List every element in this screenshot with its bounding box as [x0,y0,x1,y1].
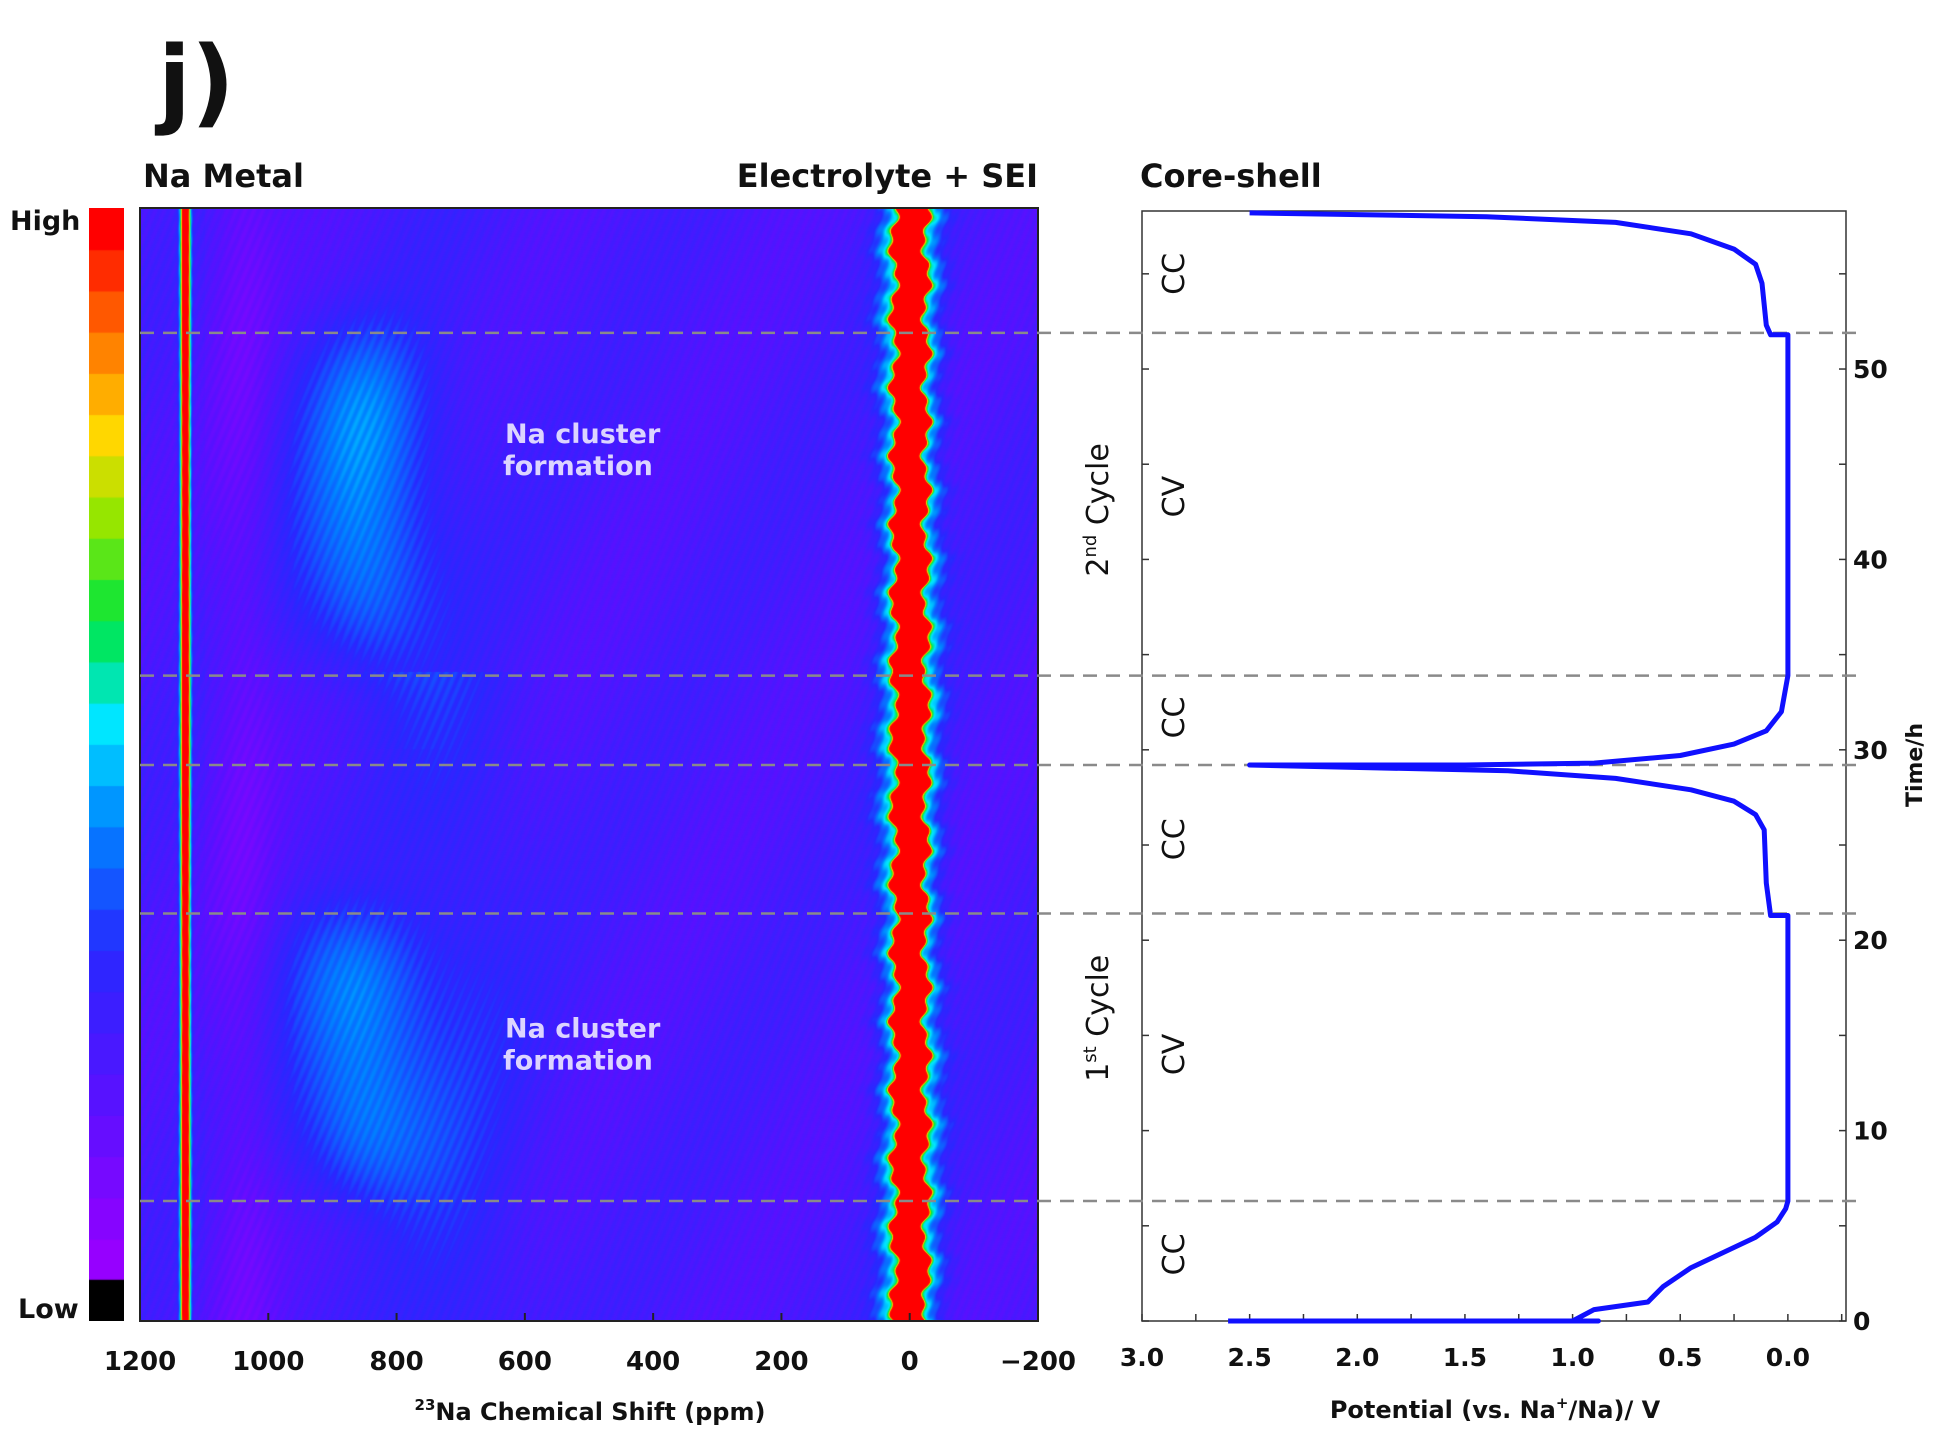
heatmap-x-label-text: Na Chemical Shift (ppm) [435,1398,765,1426]
phase-label: CC [1157,1233,1192,1275]
phase-label: CC [1157,696,1192,738]
x-tick-label: 0.0 [1766,1343,1810,1372]
y-tick-label: 50 [1853,355,1888,384]
y-tick-label: 0 [1853,1307,1870,1336]
heatmap-x-tick-label: 600 [498,1347,552,1377]
y-tick-label: 30 [1853,736,1888,765]
x-label-part2: /Na)/ V [1568,1396,1660,1424]
annotation-line1: Na cluster [505,1014,661,1045]
annotation-line2: formation [503,451,653,482]
line-chart-x-label: Potential (vs. Na+/Na)/ V [1330,1394,1661,1424]
heatmap-x-tick-label: 1000 [232,1347,304,1377]
cycle-text: Cycle [1081,443,1116,535]
x-tick-label: 2.5 [1227,1343,1271,1372]
x-label-part1: Potential (vs. Na [1330,1396,1556,1424]
heatmap-title-left: Na Metal [143,157,304,195]
y-tick-label: 10 [1853,1117,1888,1146]
panel-label: j) [154,26,235,138]
x-tick-label: 2.0 [1335,1343,1379,1372]
heatmap-x-label-sup: 23 [415,1396,436,1414]
cycle-number: 2 [1081,558,1116,577]
cycle-text: Cycle [1081,955,1116,1047]
cycle-suffix: st [1080,1046,1101,1062]
annotation-line1: Na cluster [505,419,661,450]
phase-label: CV [1157,1033,1192,1075]
colorbar [89,208,124,1321]
potential-curve [1228,210,1791,1324]
phase-label: CC [1157,818,1192,860]
heatmap-x-tick-label: 0 [901,1347,919,1377]
x-label-sup: + [1556,1394,1569,1412]
cycle-suffix: nd [1080,535,1101,558]
heatmap-x-tick-label: −200 [1000,1347,1076,1377]
line-chart-title: Core-shell [1140,157,1322,195]
colorbar-low-label: Low [18,1294,79,1325]
cycle-label: 2nd Cycle [1080,443,1116,576]
x-tick-label: 3.0 [1120,1343,1164,1372]
heatmap-x-axis: 1200 1000 800 600 400 200 0 −200 [104,1313,1076,1377]
phase-label: CV [1157,475,1192,517]
heatmap-x-label: 23Na Chemical Shift (ppm) [415,1396,766,1426]
line-chart-y-axis: 0 10 20 30 40 50 [1142,273,1888,1336]
y-tick-label: 40 [1853,545,1888,574]
heatmap-x-tick-label: 1200 [104,1347,176,1377]
heatmap-x-tick-label: 400 [626,1347,680,1377]
cycle-label: 1st Cycle [1080,955,1116,1082]
x-tick-label: 1.0 [1550,1343,1594,1372]
y-tick-label: 20 [1853,926,1888,955]
phase-boundaries [140,331,1858,1203]
heatmap-title-right: Electrolyte + SEI [737,157,1038,195]
phase-label: CC [1157,253,1192,295]
annotation-line2: formation [503,1046,653,1077]
cycle-number: 1 [1081,1063,1116,1082]
x-tick-label: 0.5 [1658,1343,1702,1372]
heatmap-x-tick-label: 200 [754,1347,808,1377]
heatmap-x-tick-label: 800 [369,1347,423,1377]
x-tick-label: 1.5 [1443,1343,1487,1372]
colorbar-high-label: High [10,206,80,237]
line-chart-y-label: Time/h [1903,723,1928,807]
